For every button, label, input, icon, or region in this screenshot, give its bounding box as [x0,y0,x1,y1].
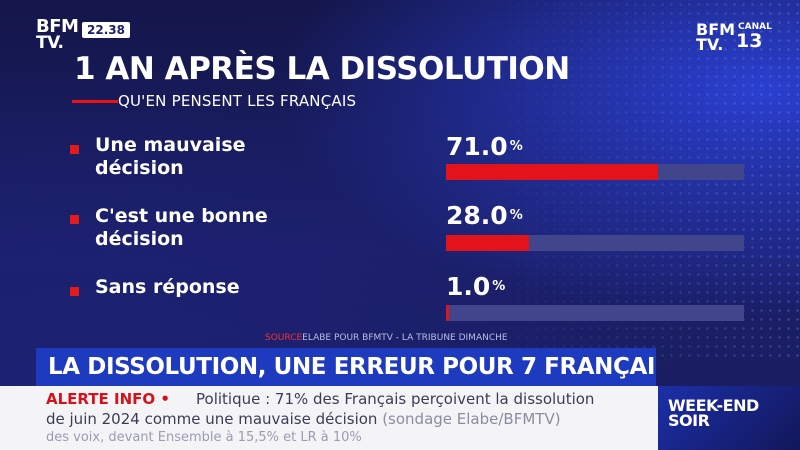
ticker-line: des voix, devant Ensemble à 15,5% et LR … [46,430,362,445]
program-logo: WEEK-END SOIR [658,386,800,450]
chart-subtitle: QU'EN PENSENT LES FRANÇAIS [118,92,357,110]
title-rule [72,100,118,103]
category-label: C'est une bonne décision [95,205,268,250]
bar-track [446,235,744,251]
news-ticker: ALERTE INFO • Politique : 71% des França… [0,386,658,450]
value-label: 1.0% [446,272,506,301]
bfmtv-logo: BFM TV. [36,16,79,53]
bar-track [446,305,744,321]
category-label: Une mauvaise décision [95,134,246,179]
clock: 22.38 [82,22,130,38]
bullet [70,215,79,224]
bullet [70,145,79,154]
channel-logo: BFM TV. CANAL 13 [696,20,772,54]
bar [446,164,658,180]
dot-pattern [460,0,800,360]
value-label: 71.0% [446,132,523,161]
alert-label: ALERTE INFO • [46,390,170,408]
ticker-line: de juin 2024 comme une mauvaise décision… [46,410,561,428]
source-note: SOURCEELABE POUR BFMTV - LA TRIBUNE DIMA… [265,333,508,343]
bullet [70,287,79,296]
chart-title: 1 AN APRÈS LA DISSOLUTION [74,51,570,87]
channel-number: 13 [736,30,763,52]
category-label: Sans réponse [95,276,240,298]
bar [446,235,530,251]
headline-banner: LA DISSOLUTION, UNE ERREUR POUR 7 FRANÇA… [36,348,656,386]
ticker-line: Politique : 71% des Français perçoivent … [196,390,595,408]
value-label: 28.0% [446,201,523,230]
bar [446,305,449,321]
channel-canal: CANAL [738,22,772,32]
bar-track [446,164,744,180]
channel-logo-text: BFM TV. [696,20,736,54]
